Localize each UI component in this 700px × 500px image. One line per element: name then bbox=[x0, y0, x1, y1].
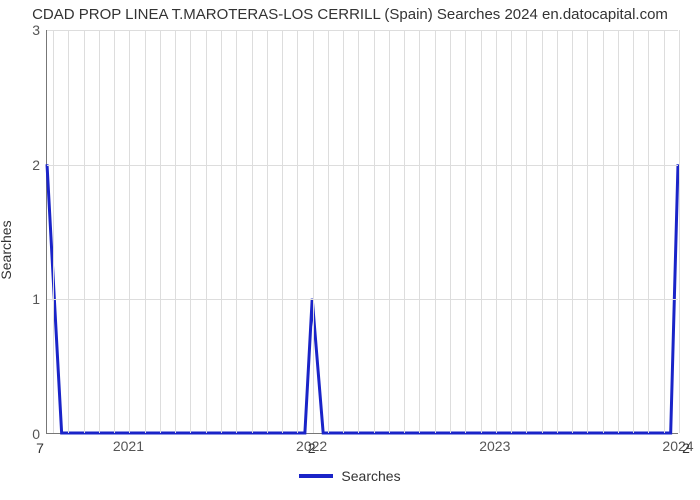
gridline-v bbox=[267, 30, 268, 433]
gridline-v bbox=[129, 30, 130, 433]
gridline-v bbox=[511, 30, 512, 433]
gridline-v bbox=[84, 30, 85, 433]
x-tick-label: 2023 bbox=[479, 438, 510, 454]
y-tick-label: 2 bbox=[10, 157, 40, 173]
gridline-v bbox=[358, 30, 359, 433]
gridline-v bbox=[664, 30, 665, 433]
gridline-h bbox=[47, 165, 678, 166]
gridline-v bbox=[633, 30, 634, 433]
y-tick-label: 1 bbox=[10, 291, 40, 307]
legend-swatch bbox=[299, 474, 333, 478]
gridline-v bbox=[542, 30, 543, 433]
gridline-v bbox=[160, 30, 161, 433]
gridline-v bbox=[572, 30, 573, 433]
gridline-v bbox=[435, 30, 436, 433]
gridline-v bbox=[114, 30, 115, 433]
gridline-v bbox=[419, 30, 420, 433]
gridline-v bbox=[481, 30, 482, 433]
plot-area bbox=[46, 30, 678, 434]
gridline-v bbox=[618, 30, 619, 433]
gridline-v bbox=[679, 30, 680, 433]
gridline-v bbox=[587, 30, 588, 433]
gridline-v bbox=[404, 30, 405, 433]
gridline-v bbox=[99, 30, 100, 433]
gridline-v bbox=[374, 30, 375, 433]
gridline-v bbox=[603, 30, 604, 433]
gridline-v bbox=[53, 30, 54, 433]
gridline-v bbox=[282, 30, 283, 433]
point-label: 2 bbox=[308, 440, 316, 456]
gridline-v bbox=[313, 30, 314, 433]
gridline-v bbox=[206, 30, 207, 433]
point-label: 2 bbox=[682, 440, 690, 456]
gridline-v bbox=[175, 30, 176, 433]
gridline-v bbox=[648, 30, 649, 433]
chart-title: CDAD PROP LINEA T.MAROTERAS-LOS CERRILL … bbox=[0, 6, 700, 23]
gridline-v bbox=[465, 30, 466, 433]
gridline-v bbox=[236, 30, 237, 433]
gridline-v bbox=[343, 30, 344, 433]
gridline-h bbox=[47, 30, 678, 31]
gridline-v bbox=[496, 30, 497, 433]
y-tick-label: 3 bbox=[10, 22, 40, 38]
legend: Searches bbox=[0, 468, 700, 484]
x-tick-label: 2021 bbox=[113, 438, 144, 454]
line-series bbox=[47, 30, 678, 433]
y-axis-label: Searches bbox=[0, 220, 14, 279]
gridline-v bbox=[389, 30, 390, 433]
gridline-v bbox=[190, 30, 191, 433]
gridline-v bbox=[221, 30, 222, 433]
point-label: 7 bbox=[36, 440, 44, 456]
gridline-v bbox=[557, 30, 558, 433]
gridline-v bbox=[297, 30, 298, 433]
gridline-v bbox=[145, 30, 146, 433]
gridline-v bbox=[328, 30, 329, 433]
gridline-v bbox=[68, 30, 69, 433]
gridline-v bbox=[252, 30, 253, 433]
gridline-v bbox=[526, 30, 527, 433]
legend-label: Searches bbox=[341, 468, 400, 484]
gridline-v bbox=[450, 30, 451, 433]
chart-container: { "chart": { "type": "line", "title": "C… bbox=[0, 0, 700, 500]
gridline-h bbox=[47, 299, 678, 300]
